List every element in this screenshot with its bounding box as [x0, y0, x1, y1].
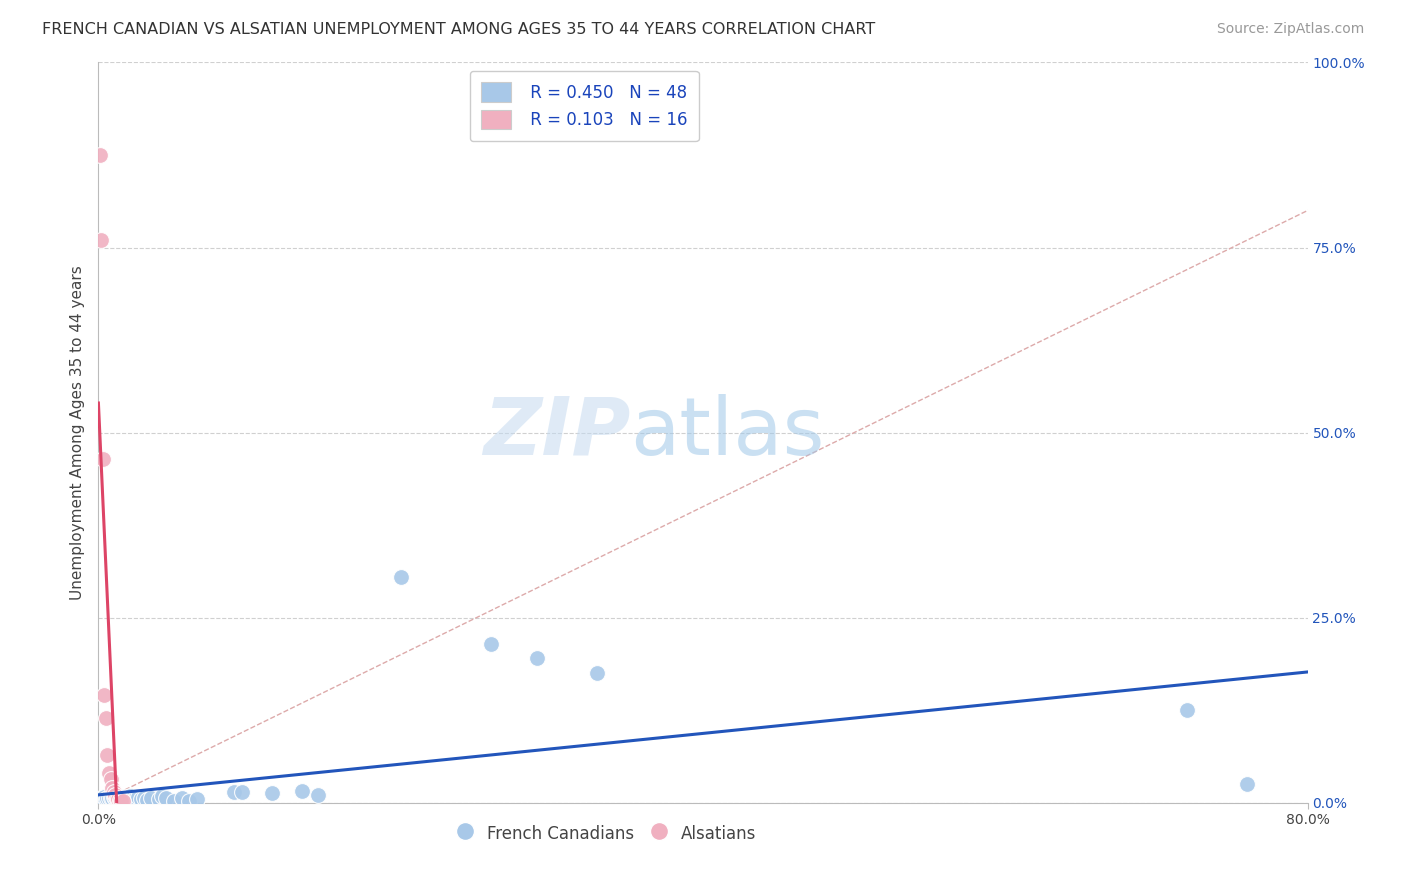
Point — [94, 711, 117, 725]
Point — [90, 790, 112, 805]
Point — [105, 790, 128, 805]
Point — [135, 793, 157, 807]
Point — [110, 789, 132, 804]
Point — [110, 794, 132, 808]
Point — [107, 790, 129, 805]
Point — [148, 792, 170, 806]
Text: FRENCH CANADIAN VS ALSATIAN UNEMPLOYMENT AMONG AGES 35 TO 44 YEARS CORRELATION C: FRENCH CANADIAN VS ALSATIAN UNEMPLOYMENT… — [42, 22, 876, 37]
Point — [163, 794, 186, 808]
Point — [170, 791, 193, 805]
Point — [100, 772, 122, 786]
Point — [111, 790, 134, 805]
Point — [98, 766, 121, 780]
Point — [124, 790, 146, 805]
Point — [111, 794, 134, 808]
Legend: French Canadians, Alsatians: French Canadians, Alsatians — [450, 816, 762, 850]
Point — [141, 790, 163, 805]
Point — [389, 570, 412, 584]
Point — [122, 790, 145, 805]
Point — [129, 792, 152, 806]
Point — [94, 792, 117, 806]
Point — [89, 792, 111, 806]
Point — [224, 785, 246, 799]
Point — [121, 791, 143, 805]
Point — [125, 791, 148, 805]
Point — [101, 780, 124, 795]
Point — [105, 792, 128, 806]
Point — [114, 790, 136, 805]
Text: ZIP: ZIP — [484, 393, 630, 472]
Point — [262, 786, 284, 800]
Point — [101, 790, 124, 805]
Point — [93, 689, 115, 703]
Point — [107, 792, 129, 806]
Point — [186, 792, 208, 806]
Point — [100, 791, 122, 805]
Point — [231, 785, 253, 799]
Point — [481, 637, 503, 651]
Point — [108, 791, 131, 805]
Point — [91, 792, 114, 806]
Point — [118, 791, 141, 805]
Point — [91, 451, 114, 466]
Point — [103, 789, 125, 804]
Point — [93, 789, 115, 804]
Point — [120, 789, 142, 804]
Point — [1175, 703, 1198, 717]
Point — [96, 747, 118, 762]
Point — [115, 789, 138, 804]
Point — [155, 791, 177, 805]
Point — [307, 789, 329, 803]
Point — [526, 651, 548, 665]
Point — [132, 790, 155, 805]
Y-axis label: Unemployment Among Ages 35 to 44 years: Unemployment Among Ages 35 to 44 years — [70, 265, 86, 600]
Point — [90, 233, 112, 247]
Point — [179, 794, 201, 808]
Point — [291, 784, 314, 798]
Point — [1236, 777, 1258, 791]
Point — [127, 789, 149, 804]
Point — [104, 791, 127, 805]
Point — [108, 793, 131, 807]
Point — [103, 785, 125, 799]
Text: Source: ZipAtlas.com: Source: ZipAtlas.com — [1216, 22, 1364, 37]
Point — [96, 791, 118, 805]
Point — [104, 789, 127, 803]
Point — [98, 790, 121, 805]
Text: atlas: atlas — [630, 393, 825, 472]
Point — [112, 792, 135, 806]
Point — [150, 789, 173, 804]
Point — [586, 666, 609, 681]
Point — [89, 148, 111, 162]
